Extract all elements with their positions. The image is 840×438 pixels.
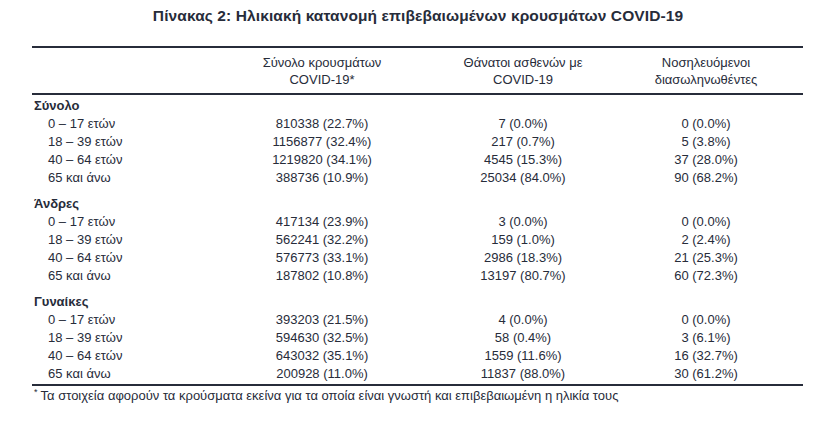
deaths-value: 13197 (80.7%) xyxy=(437,267,609,285)
age-group-label: 65 και άνω xyxy=(32,365,207,383)
section-label: Γυναίκες xyxy=(32,293,207,311)
table-body: Σύνολο0 – 17 ετών810338 (22.7%)7 (0.0%)0… xyxy=(32,95,803,386)
cases-value: 643032 (35.1%) xyxy=(207,347,437,365)
table-row: 0 – 17 ετών810338 (22.7%)7 (0.0%)0 (0.0%… xyxy=(32,115,803,133)
age-group-label: 40 – 64 ετών xyxy=(32,151,207,169)
footnote-marker: * xyxy=(34,387,38,397)
cases-value: 594630 (32.5%) xyxy=(207,329,437,347)
table-row: 65 και άνω388736 (10.9%)25034 (84.0%)90 … xyxy=(32,169,803,187)
section-header-row: Σύνολο xyxy=(32,97,803,115)
deaths-value: 58 (0.4%) xyxy=(437,329,609,347)
age-group-label: 0 – 17 ετών xyxy=(32,311,207,329)
cases-value: 576773 (33.1%) xyxy=(207,249,437,267)
table-title: Πίνακας 2: Ηλικιακή κατανομή επιβεβαιωμέ… xyxy=(0,7,836,25)
intubated-value: 0 (0.0%) xyxy=(609,115,803,133)
deaths-value: 159 (1.0%) xyxy=(437,231,609,249)
footnote-text: Τα στοιχεία αφορούν τα κρούσματα εκείνα … xyxy=(41,388,619,403)
table-row: 18 – 39 ετών1156877 (32.4%)217 (0.7%)5 (… xyxy=(32,133,803,151)
cases-value: 200928 (11.0%) xyxy=(207,365,437,383)
intubated-value: 30 (61.2%) xyxy=(609,365,803,383)
section-header-row: Άνδρες xyxy=(32,195,803,213)
intubated-value: 2 (2.4%) xyxy=(609,231,803,249)
age-group-label: 65 και άνω xyxy=(32,169,207,187)
deaths-value: 7 (0.0%) xyxy=(437,115,609,133)
cases-value: 810338 (22.7%) xyxy=(207,115,437,133)
section-header-row: Γυναίκες xyxy=(32,293,803,311)
intubated-value: 21 (25.3%) xyxy=(609,249,803,267)
deaths-value: 217 (0.7%) xyxy=(437,133,609,151)
header-intubated: Νοσηλευόμενοι διασωληνωθέντες xyxy=(609,54,803,88)
deaths-value: 25034 (84.0%) xyxy=(437,169,609,187)
intubated-value: 5 (3.8%) xyxy=(609,133,803,151)
table-row: 65 και άνω200928 (11.0%)11837 (88.0%)30 … xyxy=(32,365,803,383)
table-footnote: *Τα στοιχεία αφορούν τα κρούσματα εκείνα… xyxy=(34,387,804,403)
table-header-row: Σύνολο κρουσμάτων COVID-19* Θάνατοι ασθε… xyxy=(32,48,803,95)
section-label: Άνδρες xyxy=(32,195,207,213)
age-group-label: 0 – 17 ετών xyxy=(32,115,207,133)
age-group-label: 0 – 17 ετών xyxy=(32,213,207,231)
cases-value: 1156877 (32.4%) xyxy=(207,133,437,151)
table-row: 0 – 17 ετών393203 (21.5%)4 (0.0%)0 (0.0%… xyxy=(32,311,803,329)
cases-value: 562241 (32.2%) xyxy=(207,231,437,249)
cases-value: 393203 (21.5%) xyxy=(207,311,437,329)
table-row: 0 – 17 ετών417134 (23.9%)3 (0.0%)0 (0.0%… xyxy=(32,213,803,231)
intubated-value: 0 (0.0%) xyxy=(609,213,803,231)
age-group-label: 40 – 64 ετών xyxy=(32,347,207,365)
header-empty xyxy=(32,54,207,88)
table-row: 40 – 64 ετών576773 (33.1%)2986 (18.3%)21… xyxy=(32,249,803,267)
intubated-value: 37 (28.0%) xyxy=(609,151,803,169)
deaths-value: 4 (0.0%) xyxy=(437,311,609,329)
table-row: 65 και άνω187802 (10.8%)13197 (80.7%)60 … xyxy=(32,267,803,285)
intubated-value: 3 (6.1%) xyxy=(609,329,803,347)
cases-value: 388736 (10.9%) xyxy=(207,169,437,187)
table-row: 40 – 64 ετών1219820 (34.1%)4545 (15.3%)3… xyxy=(32,151,803,169)
age-group-label: 18 – 39 ετών xyxy=(32,329,207,347)
age-group-label: 40 – 64 ετών xyxy=(32,249,207,267)
table-row: 40 – 64 ετών643032 (35.1%)1559 (11.6%)16… xyxy=(32,347,803,365)
deaths-value: 4545 (15.3%) xyxy=(437,151,609,169)
age-group-label: 18 – 39 ετών xyxy=(32,231,207,249)
deaths-value: 2986 (18.3%) xyxy=(437,249,609,267)
deaths-value: 11837 (88.0%) xyxy=(437,365,609,383)
age-group-label: 65 και άνω xyxy=(32,267,207,285)
section-label: Σύνολο xyxy=(32,97,207,115)
deaths-value: 3 (0.0%) xyxy=(437,213,609,231)
cases-value: 417134 (23.9%) xyxy=(207,213,437,231)
intubated-value: 90 (68.2%) xyxy=(609,169,803,187)
age-group-label: 18 – 39 ετών xyxy=(32,133,207,151)
covid-age-distribution-table: Σύνολο κρουσμάτων COVID-19* Θάνατοι ασθε… xyxy=(32,46,803,386)
intubated-value: 0 (0.0%) xyxy=(609,311,803,329)
cases-value: 1219820 (34.1%) xyxy=(207,151,437,169)
table-row: 18 – 39 ετών562241 (32.2%)159 (1.0%)2 (2… xyxy=(32,231,803,249)
header-deaths: Θάνατοι ασθενών με COVID-19 xyxy=(437,54,609,88)
header-total-cases: Σύνολο κρουσμάτων COVID-19* xyxy=(207,54,437,88)
intubated-value: 16 (32.7%) xyxy=(609,347,803,365)
table-row: 18 – 39 ετών594630 (32.5%)58 (0.4%)3 (6.… xyxy=(32,329,803,347)
intubated-value: 60 (72.3%) xyxy=(609,267,803,285)
cases-value: 187802 (10.8%) xyxy=(207,267,437,285)
deaths-value: 1559 (11.6%) xyxy=(437,347,609,365)
